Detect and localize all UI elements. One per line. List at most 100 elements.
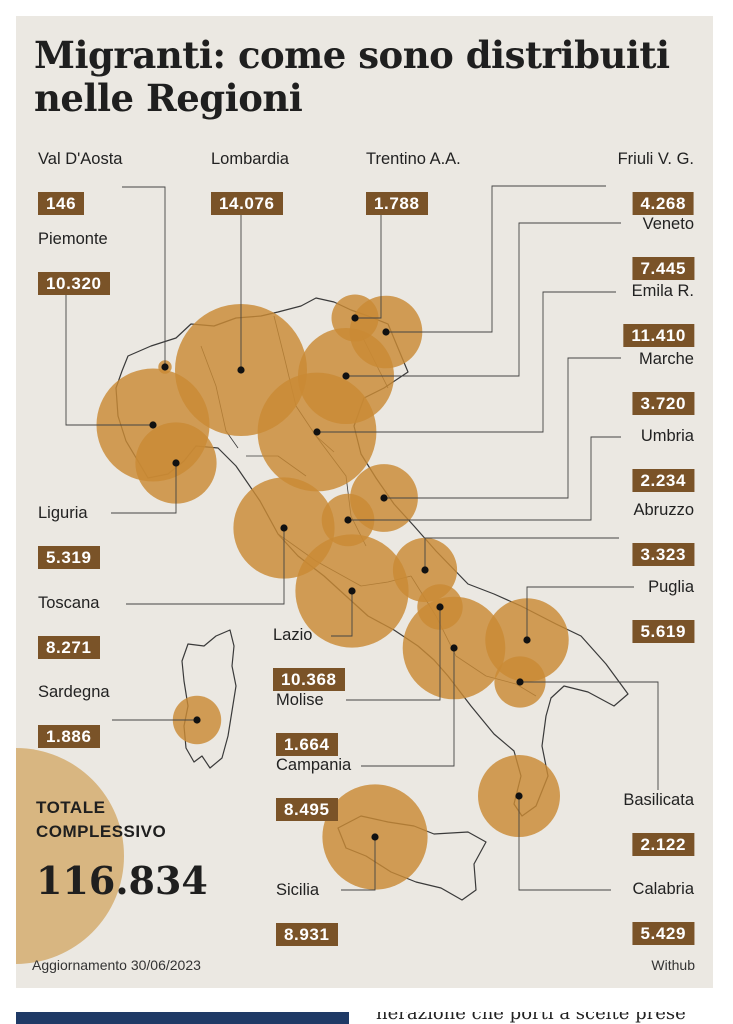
- infographic-card: Migranti: come sono distribuiti nelle Re…: [16, 16, 713, 988]
- region-label-campania: Campania 8.495: [276, 755, 351, 821]
- update-date: Aggiornamento 30/06/2023: [32, 957, 201, 973]
- region-value: 10.320: [38, 272, 110, 295]
- region-name: Trentino A.A.: [366, 150, 461, 168]
- region-label-trentino-a-a: Trentino A.A. 1.788: [366, 149, 461, 215]
- region-label-toscana: Toscana 8.271: [38, 593, 100, 659]
- dot-toscana: [280, 524, 288, 532]
- dot-trentino-a-a: [351, 314, 359, 322]
- region-name: Basilicata: [623, 791, 694, 809]
- region-name: Molise: [276, 691, 324, 709]
- leader-line-toscana: [126, 528, 285, 605]
- region-value: 1.788: [366, 192, 428, 215]
- region-value: 8.495: [276, 798, 338, 821]
- article-snippet: herazione che porti a scelte prese: [376, 1012, 686, 1024]
- leader-line-lazio: [331, 591, 353, 637]
- dot-sardegna: [193, 716, 201, 724]
- region-value: 2.122: [632, 833, 694, 856]
- region-value: 7.445: [632, 257, 694, 280]
- dot-lombardia: [237, 366, 245, 374]
- region-label-piemonte: Piemonte 10.320: [38, 229, 110, 295]
- dot-calabria: [515, 792, 523, 800]
- dot-piemonte: [149, 421, 157, 429]
- region-name: Veneto: [642, 215, 694, 233]
- source-credit: Withub: [651, 957, 695, 973]
- leader-line-emila-r: [317, 291, 616, 433]
- leader-line-friuli-v-g: [386, 185, 606, 333]
- italy-bubble-map: [16, 185, 659, 964]
- dot-friuli-v-g: [382, 328, 390, 336]
- dots-layer: [149, 314, 531, 841]
- region-name: Lombardia: [211, 150, 289, 168]
- leader-line-puglia: [526, 586, 634, 640]
- dot-campania: [450, 644, 458, 652]
- region-value: 11.410: [623, 324, 694, 347]
- region-label-emila-r: Emila R. 11.410: [623, 281, 694, 347]
- leader-line-trentino-a-a: [355, 199, 382, 319]
- region-label-umbria: Umbria 2.234: [632, 426, 694, 492]
- leader-line-abruzzo: [424, 537, 619, 570]
- dot-puglia: [523, 636, 531, 644]
- region-label-sicilia: Sicilia 8.931: [276, 880, 338, 946]
- leader-line-val-d-aosta: [122, 186, 166, 367]
- article-header-bar: [16, 1012, 349, 1024]
- region-label-val-d-aosta: Val D'Aosta 146: [38, 149, 122, 215]
- region-value: 3.720: [632, 392, 694, 415]
- region-name: Liguria: [38, 504, 88, 522]
- dot-marche: [380, 494, 388, 502]
- leader-line-veneto: [346, 222, 621, 377]
- chart-title: Migranti: come sono distribuiti nelle Re…: [34, 33, 670, 120]
- leader-line-sicilia: [341, 837, 376, 891]
- region-value: 2.234: [632, 469, 694, 492]
- region-name: Val D'Aosta: [38, 150, 123, 168]
- leader-line-calabria: [518, 796, 611, 891]
- region-name: Campania: [276, 756, 352, 774]
- region-label-lazio: Lazio 10.368: [273, 625, 345, 691]
- dot-molise: [436, 603, 444, 611]
- region-value: 8.931: [276, 923, 338, 946]
- region-label-abruzzo: Abruzzo 3.323: [632, 500, 694, 566]
- region-label-basilicata: Basilicata 2.122: [623, 790, 694, 856]
- region-label-lombardia: Lombardia 14.076: [211, 149, 289, 215]
- region-label-friuli-v-g: Friuli V. G. 4.268: [618, 149, 694, 215]
- region-name: Sardegna: [38, 683, 110, 701]
- region-value: 1.664: [276, 733, 338, 756]
- leader-line-marche: [384, 357, 621, 499]
- region-value: 5.319: [38, 546, 100, 569]
- region-name: Calabria: [632, 880, 694, 898]
- region-value: 5.619: [632, 620, 694, 643]
- region-value: 4.268: [632, 192, 694, 215]
- leader-lines-layer: [65, 185, 659, 891]
- leader-line-umbria: [348, 436, 621, 521]
- dot-veneto: [342, 372, 350, 380]
- region-value: 3.323: [632, 543, 694, 566]
- region-name: Friuli V. G.: [617, 150, 694, 168]
- region-name: Toscana: [38, 594, 100, 612]
- region-value: 14.076: [211, 192, 283, 215]
- leader-line-campania: [361, 648, 455, 767]
- dot-basilicata: [516, 678, 524, 686]
- region-value: 1.886: [38, 725, 100, 748]
- region-value: 5.429: [632, 922, 694, 945]
- region-name: Sicilia: [276, 881, 320, 899]
- dot-lazio: [348, 587, 356, 595]
- total-value: 116.834: [36, 858, 208, 903]
- region-label-molise: Molise 1.664: [276, 690, 338, 756]
- region-label-calabria: Calabria 5.429: [632, 879, 694, 945]
- region-name: Lazio: [273, 626, 313, 644]
- leader-line-piemonte: [65, 279, 153, 426]
- leader-line-basilicata: [520, 681, 659, 790]
- region-label-sardegna: Sardegna 1.886: [38, 682, 110, 748]
- total-label: TOTALE COMPLESSIVO: [36, 798, 167, 841]
- leader-line-liguria: [111, 463, 177, 514]
- region-name: Puglia: [648, 578, 694, 596]
- region-name: Umbria: [640, 427, 694, 445]
- region-name: Marche: [638, 350, 694, 368]
- region-value: 146: [38, 192, 85, 215]
- region-value: 10.368: [273, 668, 345, 691]
- dot-sicilia: [371, 833, 379, 841]
- leader-line-molise: [346, 607, 441, 701]
- article-text: herazione che porti a scelte prese: [376, 1012, 716, 1024]
- dot-umbria: [344, 516, 352, 524]
- dot-liguria: [172, 459, 180, 467]
- dot-emila-r: [313, 428, 321, 436]
